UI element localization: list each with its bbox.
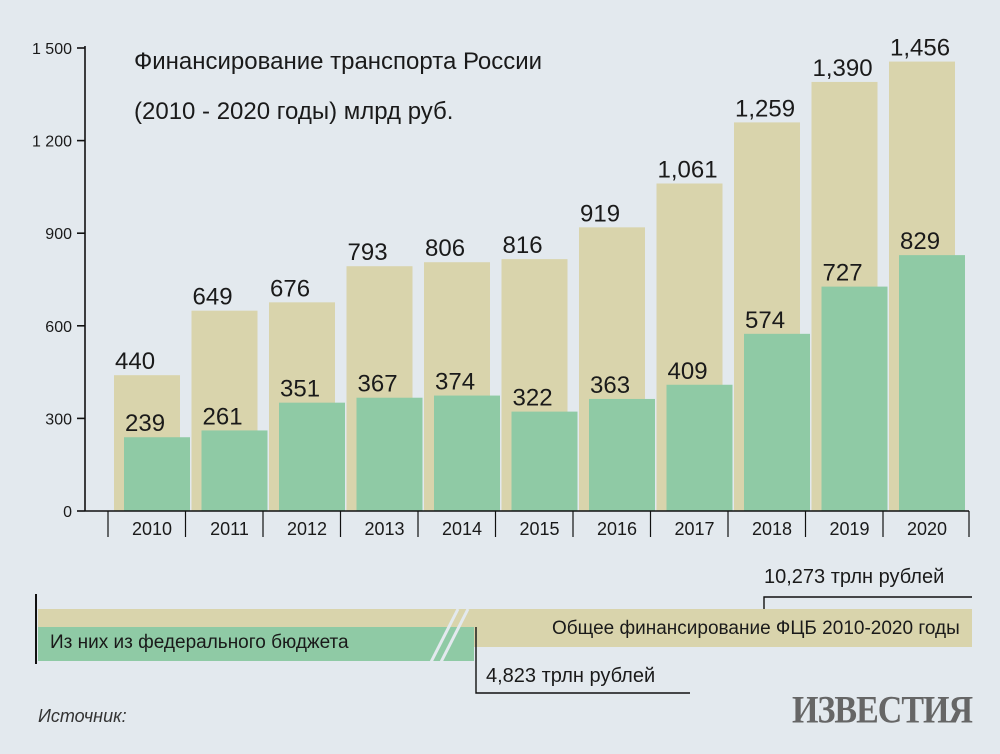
bar-federal-label: 351 (280, 376, 320, 403)
bar-federal-label: 261 (203, 403, 243, 430)
bar-total-label: 676 (270, 275, 310, 302)
bar-federal-label: 727 (823, 260, 863, 287)
x-tick-label: 2013 (364, 519, 404, 539)
bar-federal (434, 395, 500, 511)
total-amount-bracket (763, 596, 972, 609)
bar-federal (356, 397, 423, 511)
bar-total-label: 1,259 (735, 95, 795, 122)
federal-label-text: Из них из федерального бюджета (50, 632, 349, 653)
bar-federal-label: 363 (590, 372, 630, 399)
x-tick-label: 2017 (674, 519, 714, 539)
x-tick-label: 2015 (519, 519, 559, 539)
y-tick-label: 300 (45, 411, 72, 428)
y-tick-label: 1 500 (32, 41, 72, 58)
bar-federal (589, 398, 655, 511)
y-tick-label: 600 (45, 319, 72, 336)
bar-federal (279, 402, 345, 511)
bar-total-label: 1,390 (813, 55, 873, 82)
bar-federal (821, 286, 888, 511)
y-tick-label: 1 200 (32, 134, 72, 151)
bar-total-label: 919 (580, 200, 620, 227)
bar-federal (666, 384, 733, 511)
bar-total-label: 793 (348, 239, 388, 266)
bar-federal (201, 430, 268, 511)
x-tick-label: 2014 (442, 519, 482, 539)
bar-federal (744, 333, 810, 511)
x-tick-label: 2019 (829, 519, 869, 539)
x-tick-label: 2011 (210, 519, 249, 539)
federal-funding-band (38, 627, 474, 661)
source-text: Источник: (38, 706, 127, 726)
total-label-text: Общее финансирование ФЦБ 2010-2020 годы (552, 618, 960, 639)
bar-total-label: 1,456 (890, 35, 950, 62)
bar-federal-label: 829 (900, 228, 940, 255)
x-tick-label: 2012 (287, 519, 327, 539)
bar-total-label: 816 (503, 232, 543, 259)
bar-federal (511, 411, 578, 511)
x-tick-label: 2010 (132, 519, 172, 539)
chart-title-line2: (2010 - 2020 годы) млрд руб. (134, 98, 454, 125)
bar-federal-label: 409 (668, 358, 708, 385)
break-mark (438, 608, 470, 665)
bar-federal-label: 367 (358, 371, 398, 398)
federal-amount-text: 4,823 трлн рублей (486, 665, 656, 687)
bar-total-label: 1,061 (658, 157, 718, 184)
x-tick-label: 2020 (907, 519, 947, 539)
x-tick-label: 2016 (597, 519, 637, 539)
bar-federal-label: 239 (125, 410, 165, 437)
break-mark (428, 608, 460, 665)
federal-amount-bracket (475, 627, 690, 694)
chart-title-line1: Финансирование транспорта России (134, 48, 543, 75)
bar-federal-label: 574 (745, 307, 785, 334)
bar-total-label: 806 (425, 235, 465, 262)
bar-total-label: 440 (115, 348, 155, 375)
bar-federal-label: 374 (435, 369, 475, 396)
y-tick-label: 900 (45, 226, 72, 243)
bar-total-label: 649 (193, 284, 233, 311)
total-amount-text: 10,273 трлн рублей (764, 566, 945, 588)
x-tick-label: 2018 (752, 519, 792, 539)
bar-federal (124, 437, 190, 511)
izvestia-logo: ИЗВЕСТИЯ (792, 689, 973, 732)
y-tick-label: 0 (63, 504, 72, 521)
bar-federal (899, 255, 965, 511)
bar-federal-label: 322 (513, 385, 553, 412)
